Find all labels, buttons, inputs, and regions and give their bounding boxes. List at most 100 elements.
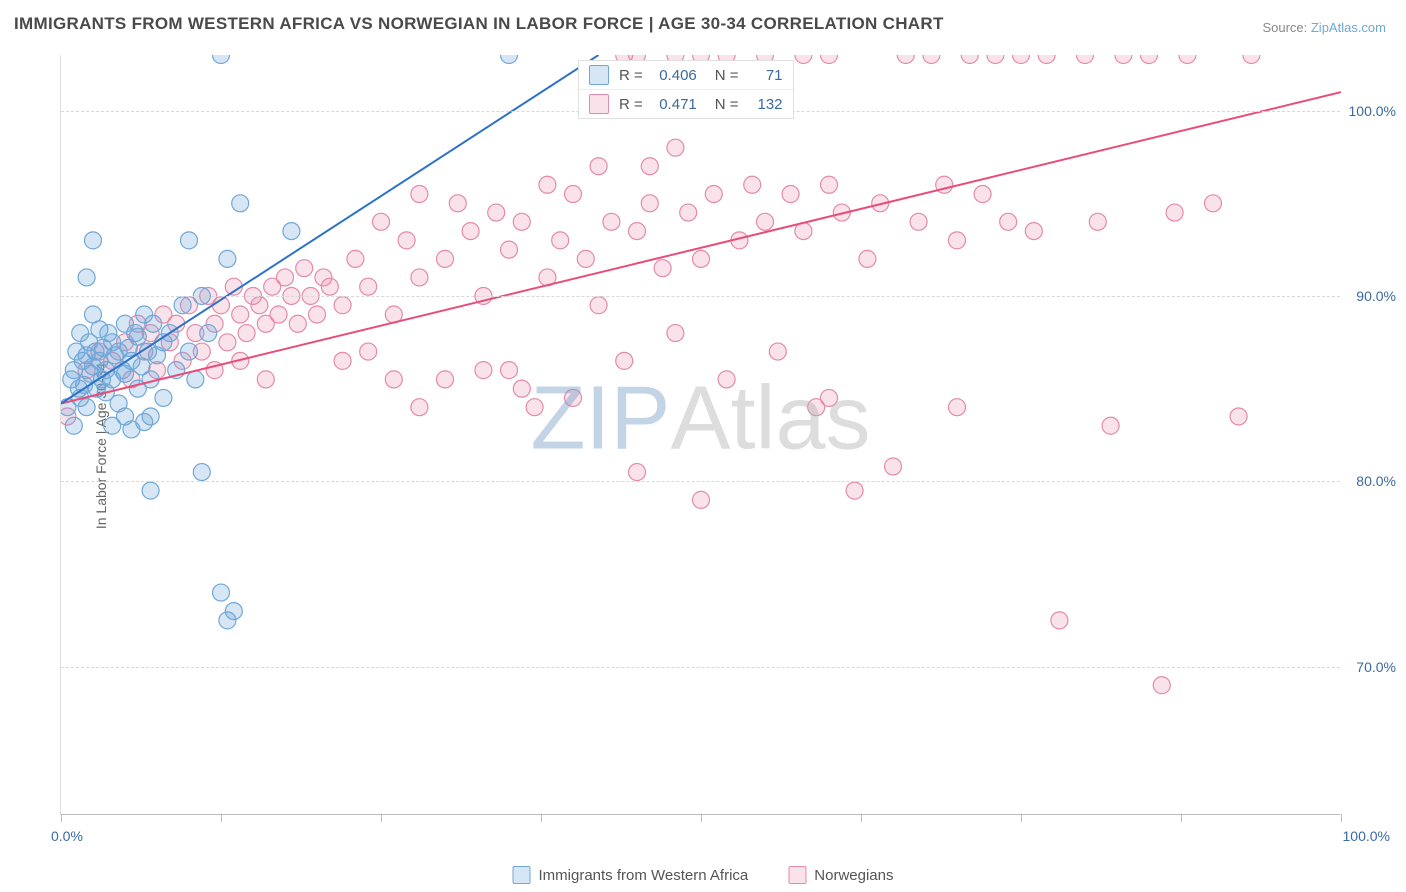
scatter-point [1230, 408, 1247, 425]
scatter-point [501, 241, 518, 258]
scatter-point [616, 352, 633, 369]
scatter-point [462, 223, 479, 240]
scatter-point [654, 260, 671, 277]
scatter-point [897, 55, 914, 64]
scatter-point [277, 269, 294, 286]
scatter-point [629, 464, 646, 481]
scatter-point [142, 408, 159, 425]
scatter-point [65, 417, 82, 434]
scatter-point [1025, 223, 1042, 240]
scatter-point [1038, 55, 1055, 64]
scatter-point [782, 186, 799, 203]
scatter-point [961, 55, 978, 64]
correlation-info-box: R =0.406N =71R =0.471N =132 [578, 60, 794, 119]
scatter-point [219, 250, 236, 267]
scatter-point [667, 139, 684, 156]
scatter-point [629, 223, 646, 240]
gridline [61, 667, 1340, 668]
scatter-point [270, 306, 287, 323]
scatter-point [78, 399, 95, 416]
scatter-point [129, 328, 146, 345]
scatter-point [821, 55, 838, 64]
scatter-point [846, 482, 863, 499]
scatter-point [693, 491, 710, 508]
scatter-point [437, 371, 454, 388]
info-swatch [589, 94, 609, 114]
plot-area: ZIPAtlas 70.0%80.0%90.0%100.0%0.0%100.0% [60, 55, 1340, 815]
scatter-point [1013, 55, 1030, 64]
x-tick [701, 814, 702, 822]
trend-line [61, 92, 1341, 403]
scatter-point [552, 232, 569, 249]
scatter-point [949, 399, 966, 416]
info-row: R =0.471N =132 [579, 89, 793, 118]
scatter-point [200, 325, 217, 342]
scatter-point [385, 371, 402, 388]
scatter-point [1077, 55, 1094, 64]
info-r-value: 0.406 [653, 67, 697, 84]
scatter-point [309, 306, 326, 323]
scatter-point [885, 458, 902, 475]
scatter-point [667, 325, 684, 342]
x-tick [1341, 814, 1342, 822]
x-tick-label-max: 100.0% [1343, 828, 1390, 844]
scatter-point [859, 250, 876, 267]
scatter-point [641, 158, 658, 175]
info-n-label: N = [715, 67, 739, 84]
scatter-point [398, 232, 415, 249]
x-tick [541, 814, 542, 822]
scatter-point [987, 55, 1004, 64]
scatter-point [513, 380, 530, 397]
y-tick-label: 100.0% [1349, 103, 1396, 119]
scatter-point [181, 232, 198, 249]
scatter-point [641, 195, 658, 212]
info-row: R =0.406N =71 [579, 61, 793, 89]
scatter-point [296, 260, 313, 277]
scatter-point [910, 213, 927, 230]
scatter-point [289, 315, 306, 332]
y-tick-label: 70.0% [1356, 659, 1396, 675]
legend-swatch-2 [788, 866, 806, 884]
scatter-point [187, 371, 204, 388]
scatter-point [821, 176, 838, 193]
scatter-point [155, 389, 172, 406]
scatter-point [590, 158, 607, 175]
scatter-point [821, 389, 838, 406]
scatter-point [437, 250, 454, 267]
scatter-point [501, 362, 518, 379]
x-tick [1181, 814, 1182, 822]
scatter-point [1166, 204, 1183, 221]
scatter-point [1179, 55, 1196, 64]
scatter-point [145, 315, 162, 332]
scatter-point [449, 195, 466, 212]
scatter-point [923, 55, 940, 64]
legend-item-series1: Immigrants from Western Africa [513, 866, 749, 884]
scatter-point [1141, 55, 1158, 64]
scatter-point [347, 250, 364, 267]
scatter-point [181, 343, 198, 360]
scatter-point [334, 297, 351, 314]
x-tick [1021, 814, 1022, 822]
scatter-point [705, 186, 722, 203]
scatter-point [693, 250, 710, 267]
scatter-point [488, 204, 505, 221]
x-tick-label-min: 0.0% [51, 828, 83, 844]
scatter-point [251, 297, 268, 314]
legend: Immigrants from Western Africa Norwegian… [513, 866, 894, 884]
scatter-point [225, 603, 242, 620]
source-link[interactable]: ZipAtlas.com [1311, 20, 1386, 35]
scatter-point [565, 186, 582, 203]
scatter-point [219, 334, 236, 351]
info-r-label: R = [619, 67, 643, 84]
source-prefix: Source: [1262, 20, 1310, 35]
legend-label-1: Immigrants from Western Africa [539, 867, 749, 884]
legend-item-series2: Norwegians [788, 866, 893, 884]
scatter-point [718, 371, 735, 388]
scatter-point [539, 176, 556, 193]
chart-svg [61, 55, 1341, 815]
scatter-point [769, 343, 786, 360]
scatter-point [577, 250, 594, 267]
y-tick-label: 80.0% [1356, 473, 1396, 489]
scatter-point [795, 55, 812, 64]
scatter-point [334, 352, 351, 369]
